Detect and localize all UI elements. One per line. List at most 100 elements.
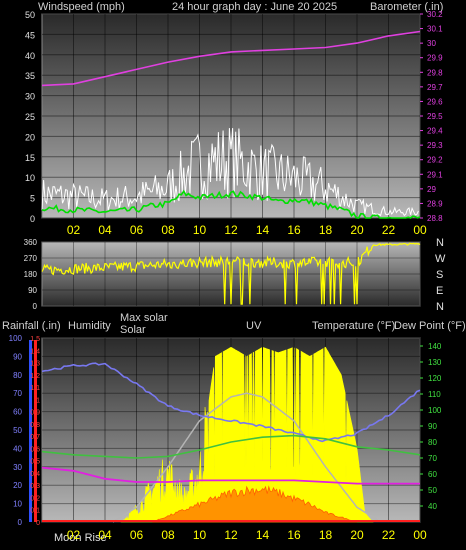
rain-tick-label: 1 — [36, 397, 40, 404]
solar-x-tick-label: 14 — [256, 528, 270, 542]
wind-x-tick-label: 04 — [98, 223, 112, 237]
wind-x-tick-label: 10 — [193, 223, 207, 237]
wind-x-tick-label: 20 — [350, 223, 364, 237]
solar-x-tick-label: 00 — [413, 528, 427, 542]
humidity-tick-label: 20 — [13, 481, 22, 490]
rain-tick-label: 0.8 — [30, 422, 40, 429]
rain-tick-label: 0.5 — [30, 459, 40, 466]
wind-x-tick-label: 14 — [256, 223, 270, 237]
barometer-tick-label: 29.3 — [427, 141, 443, 150]
barometer-tick-label: 29.2 — [427, 156, 443, 165]
humidity-tick-label: 60 — [13, 408, 22, 417]
windspeed-tick-label: 15 — [25, 153, 35, 163]
rain-tick-label: 0.2 — [30, 495, 40, 502]
dew-point-axis-title: Dew Point (°F) — [394, 320, 466, 332]
barometer-tick-label: 30.1 — [427, 25, 443, 34]
wind-direction-series-line — [41, 242, 421, 305]
solar-x-tick-label: 12 — [224, 528, 238, 542]
humidity-tick-label: 0 — [18, 518, 23, 527]
windspeed-tick-label: 50 — [25, 10, 35, 20]
solar-x-tick-label: 08 — [161, 528, 175, 542]
wind-x-tick-label: 22 — [382, 223, 396, 237]
barometer-series-line — [41, 30, 421, 87]
wind-x-tick-label: 18 — [319, 223, 333, 237]
solar-x-tick-label: 22 — [382, 528, 396, 542]
uv-label: UV — [246, 320, 262, 332]
rain-axis-bar — [34, 340, 37, 522]
compass-n-top: N — [436, 237, 444, 249]
temperature-tick-label: 90 — [428, 422, 437, 431]
direction-tick-label: 180 — [24, 270, 38, 279]
rain-tick-label: 0 — [36, 520, 40, 527]
humidity-tick-label: 40 — [13, 444, 22, 453]
uv-series-area — [152, 485, 358, 523]
temperature-tick-label: 40 — [428, 502, 437, 511]
solar-x-tick-label: 10 — [193, 528, 207, 542]
compass-n-bottom: N — [436, 301, 444, 313]
direction-tick-label: 270 — [24, 254, 38, 263]
temperature-axis-title: Temperature (°F) — [312, 320, 395, 332]
barometer-tick-label: 29.7 — [427, 83, 443, 92]
temperature-series-line — [41, 434, 421, 459]
compass-s: S — [436, 269, 443, 281]
direction-tick-label: 0 — [33, 302, 38, 311]
temperature-tick-label: 60 — [428, 470, 437, 479]
temperature-tick-label: 140 — [428, 342, 442, 351]
wind-x-tick-label: 00 — [413, 223, 427, 237]
barometer-tick-label: 30.2 — [427, 10, 443, 19]
windspeed-tick-label: 10 — [25, 173, 35, 183]
compass-e: E — [436, 285, 443, 297]
windspeed-series-line — [41, 128, 419, 217]
moon-rise-label: Moon Rise — [54, 532, 107, 544]
solar-label: Solar — [120, 324, 146, 336]
barometer-tick-label: 29.9 — [427, 54, 443, 63]
humidity-tick-label: 100 — [9, 334, 23, 343]
windspeed-tick-label: 40 — [25, 51, 35, 61]
windspeed-tick-label: 20 — [25, 132, 35, 142]
max-solar-label: Max solar — [120, 312, 168, 324]
humidity-axis-bar — [29, 340, 32, 522]
rain-tick-label: 0.3 — [30, 483, 40, 490]
solar-series-area — [120, 346, 374, 523]
max-solar-series-line — [112, 392, 380, 523]
wind-x-tick-label: 06 — [130, 223, 144, 237]
humidity-tick-label: 70 — [13, 389, 22, 398]
humidity-tick-label: 10 — [13, 500, 22, 509]
temperature-tick-label: 120 — [428, 374, 442, 383]
windspeed-tick-label: 5 — [30, 194, 35, 204]
humidity-tick-label: 90 — [13, 352, 22, 361]
compass-w: W — [435, 253, 446, 265]
barometer-tick-label: 29.4 — [427, 127, 443, 136]
windspeed-tick-label: 30 — [25, 92, 35, 102]
wind-x-tick-label: 02 — [67, 223, 81, 237]
direction-tick-label: 360 — [24, 238, 38, 247]
rain-tick-label: 1.2 — [30, 373, 40, 380]
barometer-tick-label: 29.6 — [427, 97, 443, 106]
solar-x-tick-label: 16 — [287, 528, 301, 542]
windspeed-axis-title: Windspeed (mph) — [38, 1, 125, 13]
barometer-tick-label: 29.8 — [427, 68, 443, 77]
graph-date-title: 24 hour graph day : June 20 2025 — [172, 1, 337, 13]
wind-x-tick-label: 08 — [161, 223, 175, 237]
temperature-tick-label: 50 — [428, 486, 437, 495]
windspeed-tick-label: 0 — [30, 214, 35, 224]
rain-tick-label: 1.4 — [30, 348, 40, 355]
barometer-axis-title: Barometer (.in) — [370, 1, 443, 13]
solar-x-tick-label: 02 — [67, 528, 81, 542]
direction-tick-label: 90 — [28, 286, 37, 295]
wind-x-tick-label: 16 — [287, 223, 301, 237]
windspeed-tick-label: 35 — [25, 71, 35, 81]
windspeed-tick-label: 45 — [25, 30, 35, 40]
barometer-tick-label: 28.9 — [427, 199, 443, 208]
solar-x-tick-label: 18 — [319, 528, 333, 542]
barometer-tick-label: 29.1 — [427, 170, 443, 179]
rainfall-axis-title: Rainfall (.in) — [2, 320, 61, 332]
temperature-tick-label: 70 — [428, 454, 437, 463]
temperature-tick-label: 110 — [428, 390, 441, 399]
dew-point-series-line — [41, 466, 420, 485]
temperature-tick-label: 80 — [428, 438, 437, 447]
rain-tick-label: 0.7 — [30, 434, 40, 441]
solar-x-tick-label: 20 — [350, 528, 364, 542]
